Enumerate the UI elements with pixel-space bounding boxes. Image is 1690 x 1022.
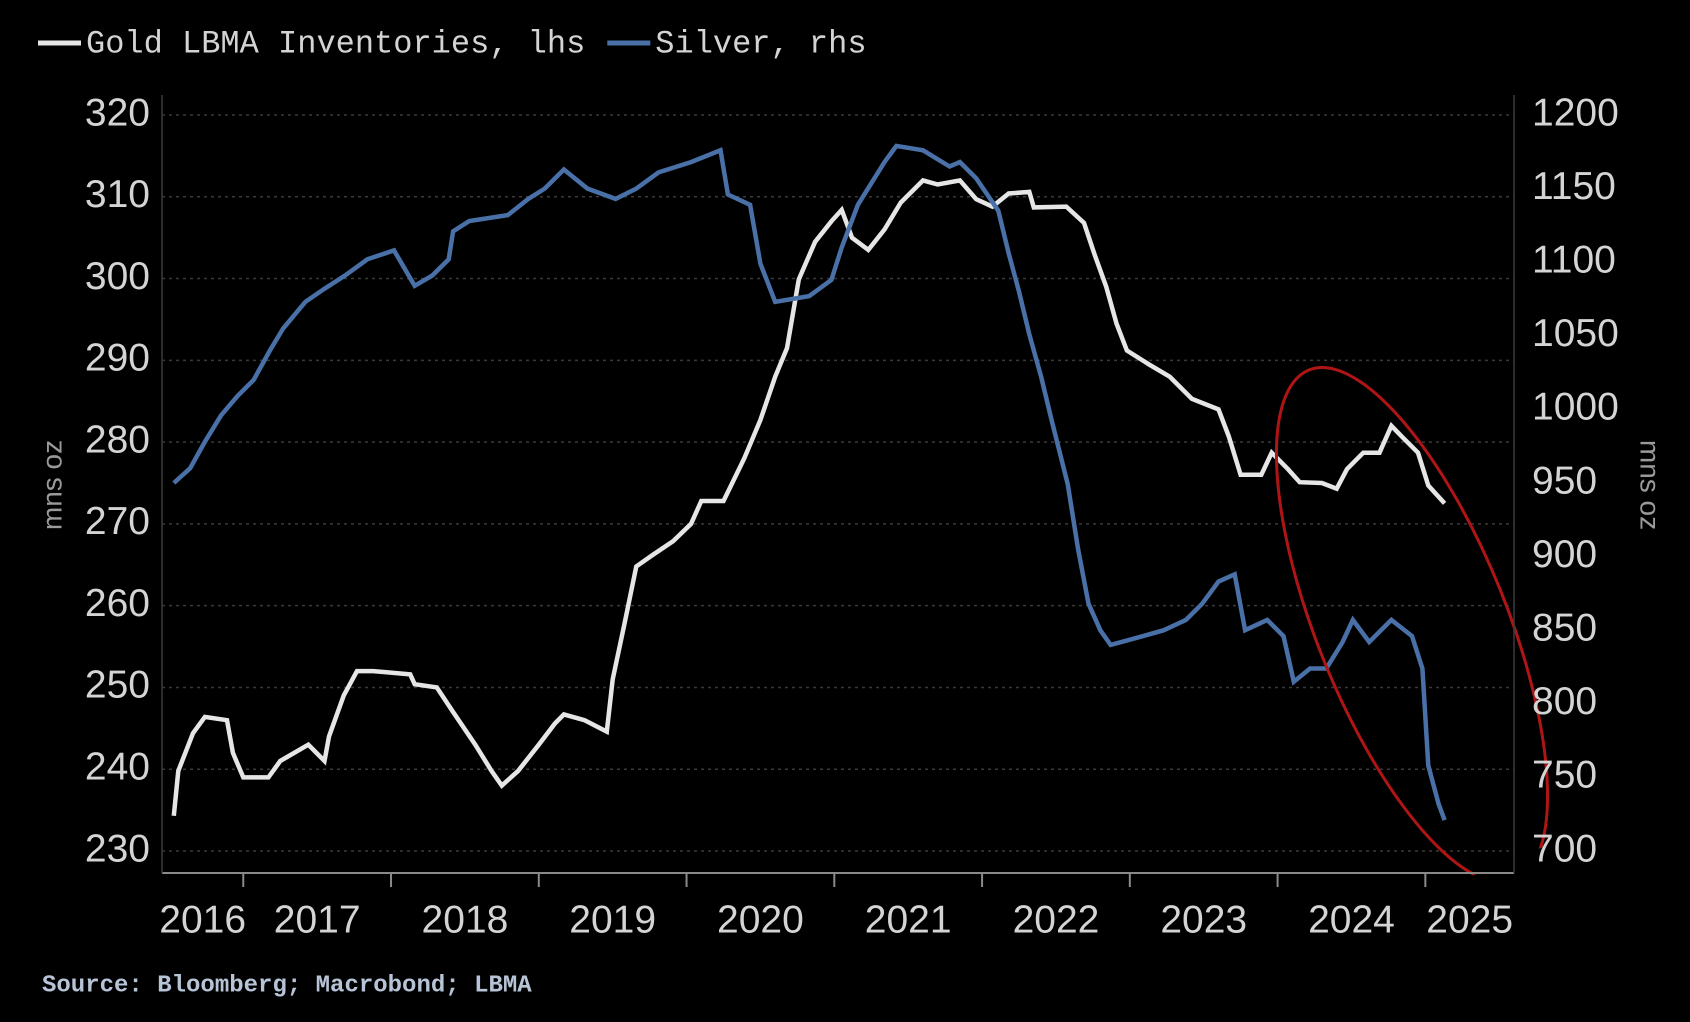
y2-tick-label: 700 xyxy=(1532,827,1597,870)
x-tick-label: 2021 xyxy=(865,898,952,941)
series-line xyxy=(171,177,1447,817)
x-tick-label: 2024 xyxy=(1308,898,1395,941)
y2-axis-label: mns oz xyxy=(1635,440,1666,530)
y2-tick-label: 1150 xyxy=(1532,165,1616,208)
y2-tick-label: 1050 xyxy=(1532,312,1619,355)
y-tick-label: 270 xyxy=(85,500,150,543)
y-tick-label: 320 xyxy=(85,91,150,134)
y-tick-label: 260 xyxy=(85,582,150,625)
y-tick-label: 310 xyxy=(85,173,150,216)
series-line xyxy=(172,143,1447,821)
legend-label: Gold LBMA Inventories, lhs xyxy=(86,25,585,62)
source: Source: Bloomberg; Macrobond; LBMA xyxy=(42,972,532,999)
x-tick-label: 2019 xyxy=(569,898,656,941)
y2-tick-label: 1000 xyxy=(1532,386,1619,429)
y2-tick-label: 800 xyxy=(1532,680,1597,723)
x-tick-label: 2016 xyxy=(159,898,246,941)
axes: 230 240 250 260 270 280 290 300 310 320 700 750 800 8… xyxy=(85,91,1619,941)
y2-tick-label: 850 xyxy=(1532,606,1597,649)
y-tick-label: 290 xyxy=(85,337,150,380)
y2-tick-label: 1100 xyxy=(1532,238,1616,281)
y2-tick-label: 750 xyxy=(1532,754,1597,797)
x-tick-label: 2020 xyxy=(717,898,804,941)
y-tick-label: 240 xyxy=(85,746,150,789)
x-tick-label: 2018 xyxy=(422,898,509,941)
plot-lines xyxy=(171,143,1447,821)
x-tick-label: 2017 xyxy=(274,898,361,941)
y2-tick-label: 900 xyxy=(1532,533,1597,576)
x-tick-label: 2022 xyxy=(1013,898,1100,941)
y-tick-label: 230 xyxy=(85,827,150,870)
legend: Gold LBMA Inventories, lhs Silver, rhs xyxy=(38,25,867,62)
y-tick-label: 250 xyxy=(85,664,150,707)
y-axis-label: mns oz xyxy=(36,440,67,530)
y2-tick-label: 950 xyxy=(1532,459,1597,502)
y-tick-label: 280 xyxy=(85,418,150,461)
x-tick-label: 2023 xyxy=(1160,898,1247,941)
x-tick-label: 2025 xyxy=(1426,898,1513,941)
legend-label: Silver, rhs xyxy=(655,25,866,62)
y-tick-label: 300 xyxy=(85,255,150,298)
y2-tick-label: 1200 xyxy=(1532,91,1619,134)
grid xyxy=(162,114,1514,852)
